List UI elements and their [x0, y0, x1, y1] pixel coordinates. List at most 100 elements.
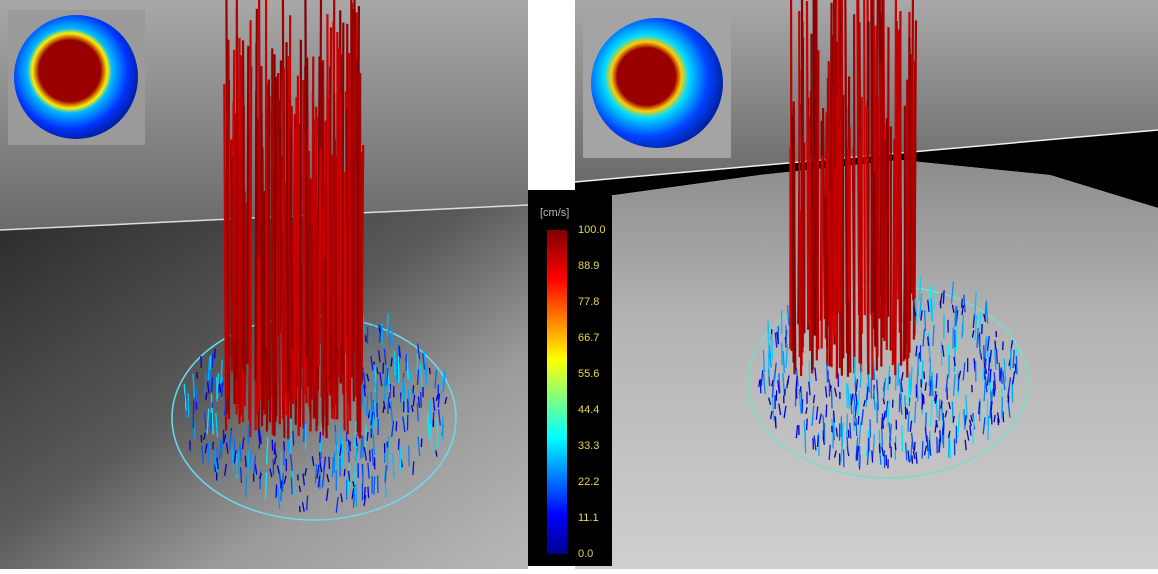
- vector: [943, 290, 944, 303]
- vector: [850, 423, 851, 439]
- vector: [413, 385, 414, 394]
- colorbar-label: 11.1: [578, 512, 599, 524]
- vector: [871, 0, 872, 312]
- vector: [234, 114, 235, 342]
- vector: [818, 50, 819, 347]
- vector: [956, 324, 957, 351]
- vector: [928, 337, 929, 346]
- vector: [818, 435, 819, 447]
- vector: [826, 405, 827, 418]
- vector: [1010, 348, 1011, 370]
- vector: [854, 147, 855, 367]
- vector: [352, 9, 353, 330]
- vector: [421, 392, 422, 408]
- vector: [278, 139, 280, 424]
- vector: [329, 457, 330, 469]
- vector: [408, 399, 409, 413]
- vector: [936, 373, 937, 388]
- vector: [237, 36, 238, 404]
- vector: [990, 369, 991, 382]
- vector: [291, 477, 292, 494]
- vector: [330, 67, 331, 393]
- vector: [887, 118, 888, 316]
- vector: [953, 416, 954, 423]
- colorbar-label: 55.6: [578, 368, 599, 380]
- colorbar-label: 0.0: [578, 548, 593, 560]
- vector: [307, 495, 308, 510]
- vector: [962, 299, 963, 308]
- vector: [848, 148, 849, 300]
- colorbar-label: 66.7: [578, 332, 599, 344]
- vector: [930, 380, 931, 396]
- vector: [909, 37, 910, 321]
- vector: [832, 390, 833, 409]
- vector: [188, 393, 189, 417]
- vector: [197, 372, 198, 378]
- vector: [246, 477, 247, 498]
- vector: [864, 0, 865, 315]
- vector: [922, 441, 923, 459]
- vector: [320, 432, 321, 443]
- vector: [361, 439, 362, 458]
- vector: [374, 477, 375, 496]
- vector: [882, 426, 883, 446]
- vector: [924, 371, 925, 378]
- colorbar-unit: [cm/s]: [540, 207, 569, 219]
- vector: [214, 452, 215, 473]
- vector: [241, 152, 242, 414]
- vector: [284, 441, 285, 450]
- vector: [956, 306, 957, 326]
- vector: [902, 426, 903, 452]
- vector: [988, 416, 989, 440]
- vector: [258, 258, 259, 411]
- inset-profile: [591, 18, 723, 148]
- vector: [418, 369, 419, 384]
- vector: [856, 418, 857, 436]
- vector: [370, 450, 371, 461]
- vector: [430, 400, 431, 424]
- vector: [867, 106, 868, 364]
- vector: [305, 0, 306, 357]
- vector: [917, 380, 918, 402]
- vector: [293, 431, 294, 446]
- vector: [243, 106, 244, 370]
- vector: [404, 378, 405, 401]
- vector: [347, 109, 348, 335]
- vector: [919, 352, 920, 358]
- vector: [368, 487, 369, 499]
- vector: [311, 223, 312, 399]
- vector: [996, 349, 997, 364]
- vector: [206, 392, 207, 400]
- vector: [213, 442, 214, 450]
- vector: [222, 382, 223, 397]
- vector: [922, 360, 923, 385]
- colorbar-label: 100.0: [578, 224, 606, 236]
- vector: [377, 382, 378, 403]
- vector: [247, 46, 248, 364]
- vector: [793, 164, 794, 331]
- vector: [287, 73, 288, 393]
- vector: [405, 399, 406, 424]
- vector: [949, 436, 950, 458]
- vector: [939, 399, 940, 420]
- vector: [421, 439, 422, 447]
- vector: [365, 425, 366, 452]
- vector: [276, 484, 277, 497]
- vector: [344, 469, 345, 476]
- vector: [807, 1, 808, 326]
- vector: [367, 432, 368, 441]
- vector: [934, 281, 935, 308]
- vector: [923, 395, 924, 404]
- vector: [874, 172, 875, 347]
- vector: [300, 506, 301, 512]
- vector: [847, 414, 848, 437]
- vector: [357, 58, 358, 405]
- vector: [853, 406, 854, 431]
- vector: [979, 402, 980, 415]
- vector: [211, 413, 212, 431]
- vector: [245, 456, 246, 467]
- vector: [858, 416, 859, 425]
- vector: [349, 53, 350, 421]
- vector: [998, 418, 999, 425]
